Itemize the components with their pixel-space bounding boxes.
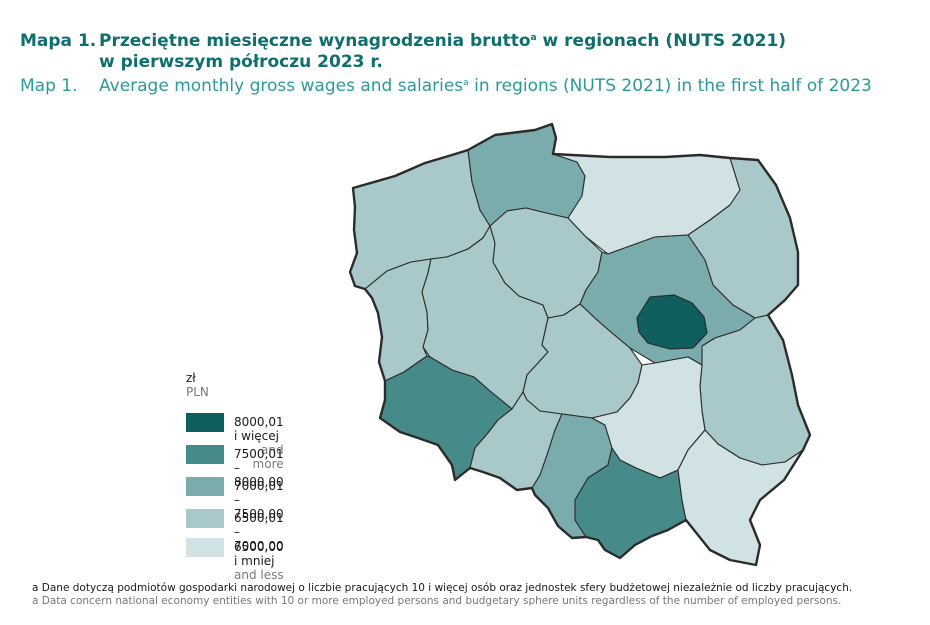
legend-swatch bbox=[186, 413, 224, 432]
legend-unit-en: PLN bbox=[186, 385, 209, 399]
map-legend: zł PLN 8000,01 i więcej and more 7500,01 –… bbox=[186, 371, 284, 582]
legend-label-pl: 7500,01 – 8000,00 bbox=[234, 447, 284, 489]
legend-label-pl: 8000,01 i więcej bbox=[234, 415, 284, 443]
title-en: Map 1. Average monthly gross wages and s… bbox=[20, 72, 920, 97]
footnote-en: a Data concern national economy entities… bbox=[32, 595, 842, 607]
title-pl: Mapa 1. Przeciętne miesięczne wynagrodze… bbox=[20, 28, 920, 52]
legend-item: 6500,01 – 7000,00 bbox=[186, 509, 284, 553]
legend-item: 7000,01 – 7500,00 bbox=[186, 477, 284, 521]
legend-unit-pl: zł bbox=[186, 371, 196, 385]
legend-label: 6500,00 i mniej and less bbox=[234, 538, 284, 582]
legend-label-en: and more bbox=[252, 443, 284, 471]
legend-swatch bbox=[186, 477, 224, 496]
legend-label: 8000,01 i więcej and more bbox=[234, 413, 284, 471]
title-en-number: Map 1. bbox=[20, 76, 78, 96]
legend-label-pl: 6500,01 – 7000,00 bbox=[234, 511, 284, 553]
legend-label-en: and less bbox=[234, 568, 284, 582]
legend-swatch bbox=[186, 538, 224, 557]
title-en-text: Average monthly gross wages and salaries… bbox=[99, 76, 872, 96]
legend-swatch bbox=[186, 445, 224, 464]
footnote-pl: a Dane dotyczą podmiotów gospodarki naro… bbox=[32, 582, 853, 594]
legend-item: 7500,01 – 8000,00 bbox=[186, 445, 284, 489]
footnote: a Dane dotyczą podmiotów gospodarki naro… bbox=[32, 582, 852, 608]
map-title: Mapa 1. Przeciętne miesięczne wynagrodze… bbox=[20, 28, 920, 97]
legend-label-pl: 6500,00 i mniej bbox=[234, 540, 284, 568]
legend-label: 7000,01 – 7500,00 bbox=[234, 477, 284, 521]
title-pl-line2: w pierwszym półroczu 2023 r. bbox=[99, 52, 383, 72]
legend-swatch bbox=[186, 509, 224, 528]
region-warszawski-stoleczny[interactable] bbox=[636, 294, 708, 350]
legend-item: 8000,01 i więcej and more bbox=[186, 413, 284, 471]
legend-label: 6500,01 – 7000,00 bbox=[234, 509, 284, 553]
legend-item: 6500,00 i mniej and less bbox=[186, 538, 284, 582]
legend-label-pl: 7000,01 – 7500,00 bbox=[234, 479, 284, 521]
legend-label: 7500,01 – 8000,00 bbox=[234, 445, 284, 489]
title-pl-text: Przeciętne miesięczne wynagrodzenia brut… bbox=[99, 31, 787, 51]
poland-border bbox=[348, 122, 812, 567]
title-pl-number: Mapa 1. bbox=[20, 31, 97, 51]
